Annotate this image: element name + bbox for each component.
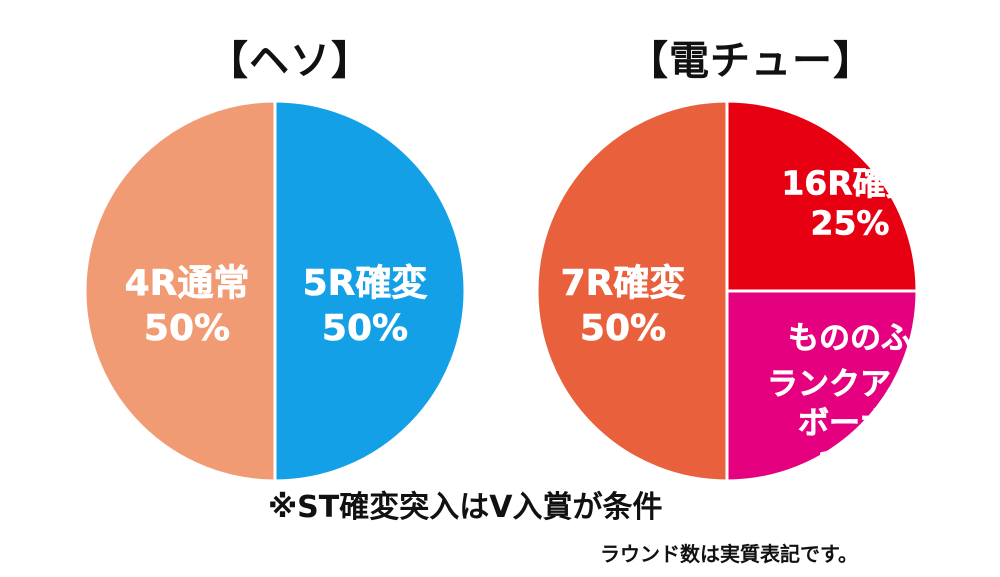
pie-slice-1-1 [725,289,919,483]
denchu-chart-title: 【電チュー】 [628,38,874,84]
slice-label-1-1-1: ランクアップ [767,367,954,403]
pie-slice-0-1 [83,99,277,483]
pie-slice-1-0 [725,99,919,293]
slice-label-1-1-0: もののふ [788,321,912,357]
slice-value-label-1-2: 50% [580,308,666,349]
pie-slice-1-2 [535,99,729,483]
round-count-note: ラウンド数は実質表記です。 [600,542,858,566]
slice-label-1-1-2: ボーナス [798,406,922,442]
slice-value-label-1-0: 25% [811,204,890,243]
slice-label-1-2-0: 7R確変 [561,262,686,304]
st-condition-footnote: ※ST確変突入はV入賞が条件 [268,490,663,525]
slice-label-0-1-0: 5R確変 [303,262,428,304]
heso-chart-title: 【ヘソ】 [208,38,372,84]
slice-label-1-0-0: 16R確変 [781,164,918,203]
slice-value-label-1-1: 25% [818,447,892,483]
slice-value-label-0-1: 50% [322,308,408,349]
slice-value-label-0-0: 50% [144,308,230,349]
slice-label-0-0-0: 4R通常 [125,263,250,304]
pie-slice-0-0 [273,99,467,483]
